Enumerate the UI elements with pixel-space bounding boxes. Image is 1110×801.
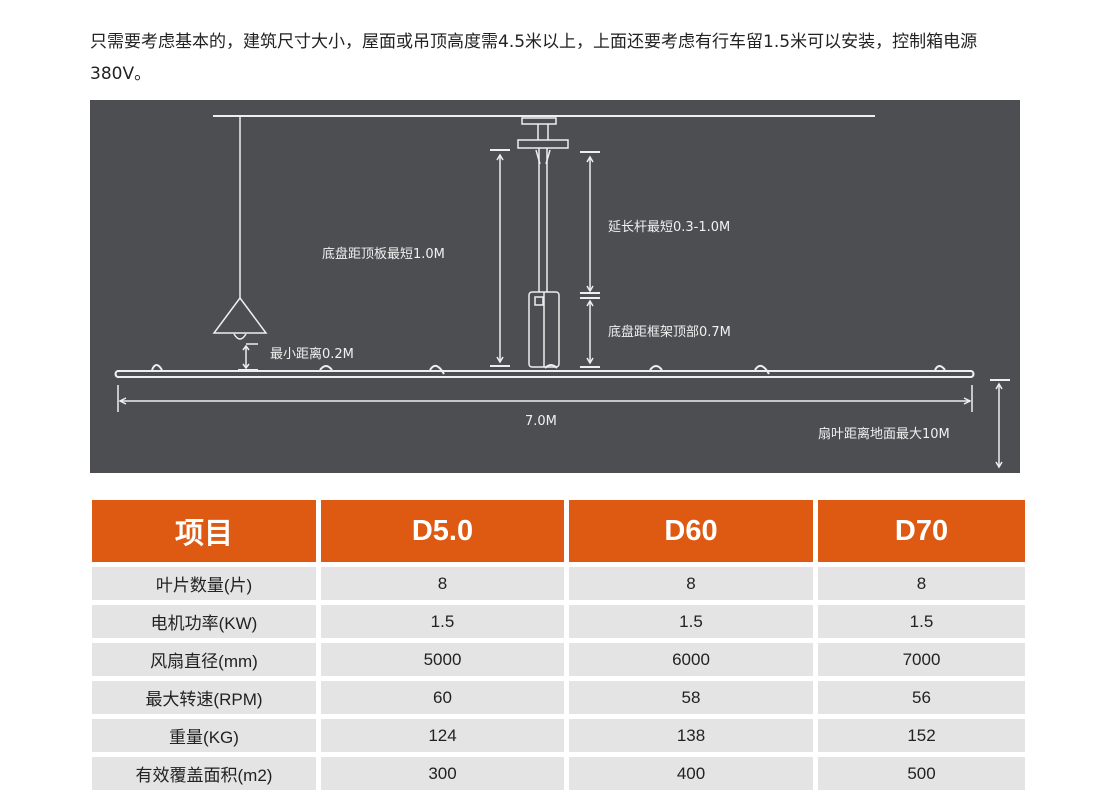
table-row: 有效覆盖面积(m2) 300 400 500 <box>92 757 1025 790</box>
row-label: 有效覆盖面积(m2) <box>92 757 316 790</box>
table-row: 重量(KG) 124 138 152 <box>92 719 1025 752</box>
header-d60: D60 <box>569 500 813 562</box>
cell: 58 <box>569 681 813 714</box>
cell: 138 <box>569 719 813 752</box>
cell: 6000 <box>569 643 813 676</box>
cell: 124 <box>321 719 564 752</box>
header-item: 项目 <box>92 500 316 562</box>
cell: 8 <box>818 567 1025 600</box>
cell: 8 <box>321 567 564 600</box>
spec-table: 项目 D5.0 D60 D70 叶片数量(片) 8 8 8 电机功率(KW) 1.5 1.… <box>87 495 1030 795</box>
chassis-to-frame-label: 底盘距框架顶部0.7M <box>608 325 731 340</box>
table-header-row: 项目 D5.0 D60 D70 <box>92 500 1025 562</box>
cell: 60 <box>321 681 564 714</box>
extension-rod-label: 延长杆最短0.3-1.0M <box>608 220 731 235</box>
table-row: 叶片数量(片) 8 8 8 <box>92 567 1025 600</box>
span-label: 7.0M <box>525 414 557 429</box>
row-label: 电机功率(KW) <box>92 605 316 638</box>
cell: 56 <box>818 681 1025 714</box>
cell: 7000 <box>818 643 1025 676</box>
cell: 300 <box>321 757 564 790</box>
min-distance-label: 最小距离0.2M <box>270 347 354 362</box>
min-distance-arrow <box>238 344 258 371</box>
header-d50: D5.0 <box>321 500 564 562</box>
row-label: 重量(KG) <box>92 719 316 752</box>
row-label: 风扇直径(mm) <box>92 643 316 676</box>
row-label: 最大转速(RPM) <box>92 681 316 714</box>
chassis-to-ceiling-arrow <box>490 149 510 367</box>
table-row: 风扇直径(mm) 5000 6000 7000 <box>92 643 1025 676</box>
cell: 1.5 <box>818 605 1025 638</box>
extension-rod-arrow <box>580 151 600 368</box>
cell: 1.5 <box>569 605 813 638</box>
height-arrow <box>990 379 1010 469</box>
intro-text: 只需要考虑基本的，建筑尺寸大小，屋面或吊顶高度需4.5米以上，上面还要考虑有行车… <box>90 32 978 84</box>
row-label: 叶片数量(片) <box>92 567 316 600</box>
fan-blade-icon <box>114 364 975 378</box>
cell: 152 <box>818 719 1025 752</box>
cell: 400 <box>569 757 813 790</box>
lamp-icon <box>212 116 268 345</box>
blade-to-ground-label: 扇叶距离地面最大10M <box>818 427 950 442</box>
table-row: 电机功率(KW) 1.5 1.5 1.5 <box>92 605 1025 638</box>
chassis-to-ceiling-label: 底盘距顶板最短1.0M <box>322 247 445 262</box>
header-d70: D70 <box>818 500 1025 562</box>
span-arrow <box>117 385 973 412</box>
cell: 8 <box>569 567 813 600</box>
cell: 500 <box>818 757 1025 790</box>
cell: 5000 <box>321 643 564 676</box>
table-row: 最大转速(RPM) 60 58 56 <box>92 681 1025 714</box>
fan-mount-icon <box>517 117 569 368</box>
cell: 1.5 <box>321 605 564 638</box>
installation-diagram: 底盘距顶板最短1.0M 延长杆最短0.3-1.0M 底盘距框架顶部0.7M 最小… <box>90 100 1020 473</box>
